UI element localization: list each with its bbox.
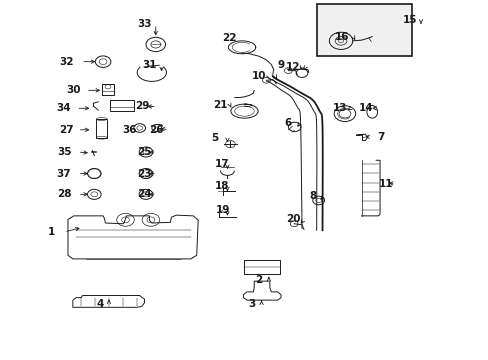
Text: 23: 23 (137, 168, 151, 179)
Text: 10: 10 (251, 71, 266, 81)
Text: 6: 6 (284, 118, 291, 128)
Bar (316, 4, 411, 56)
Text: 30: 30 (66, 85, 81, 95)
Text: 34: 34 (57, 103, 71, 113)
Text: 37: 37 (57, 168, 71, 179)
Text: 13: 13 (332, 103, 346, 113)
Text: 33: 33 (137, 19, 151, 29)
Text: 11: 11 (378, 179, 392, 189)
Bar (110, 100, 134, 111)
Text: 19: 19 (215, 206, 229, 216)
Text: 32: 32 (59, 57, 74, 67)
Text: 17: 17 (215, 159, 229, 169)
Text: 36: 36 (122, 125, 137, 135)
Text: 8: 8 (308, 191, 316, 201)
Text: 26: 26 (149, 125, 163, 135)
Text: 20: 20 (285, 215, 300, 224)
Bar (102, 84, 114, 95)
Bar (244, 260, 279, 274)
Text: 7: 7 (377, 132, 384, 142)
Text: 31: 31 (142, 60, 156, 70)
Text: 29: 29 (135, 102, 149, 112)
Text: 35: 35 (57, 147, 71, 157)
Text: 16: 16 (334, 32, 348, 41)
Text: 21: 21 (212, 100, 227, 110)
Text: 1: 1 (48, 227, 56, 237)
Text: 27: 27 (59, 125, 74, 135)
Text: 18: 18 (215, 181, 229, 192)
Text: 25: 25 (137, 147, 151, 157)
Text: 12: 12 (285, 62, 300, 72)
Text: 4: 4 (97, 299, 104, 309)
Text: 2: 2 (255, 275, 262, 285)
Text: 14: 14 (358, 103, 373, 113)
Text: 15: 15 (402, 15, 417, 26)
Text: 5: 5 (211, 133, 219, 143)
Text: 28: 28 (57, 189, 71, 199)
Bar (96, 119, 107, 138)
Text: 22: 22 (222, 33, 237, 43)
Text: 24: 24 (137, 189, 152, 199)
Text: 3: 3 (248, 299, 255, 309)
Text: 9: 9 (277, 60, 284, 70)
